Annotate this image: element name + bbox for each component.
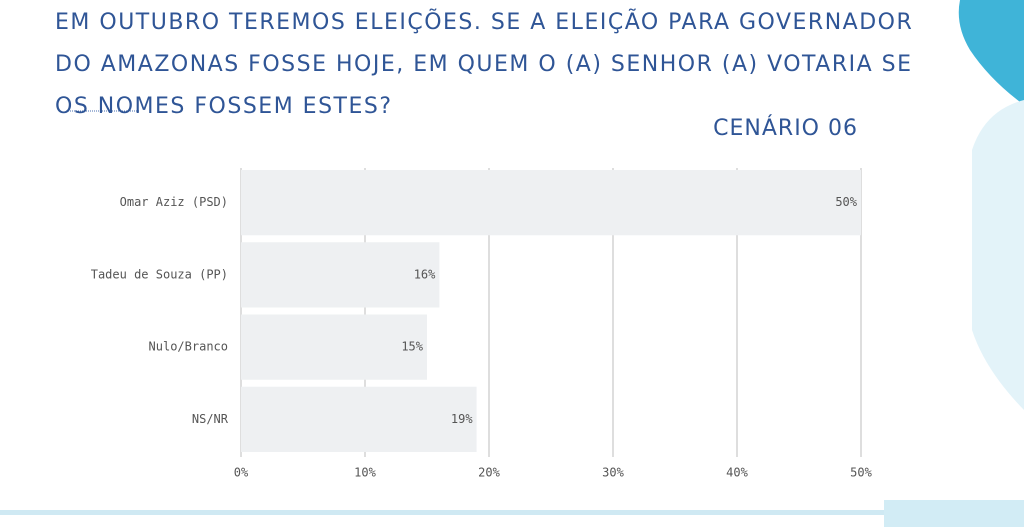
bar <box>241 386 477 452</box>
bar <box>241 170 861 236</box>
x-tick-label: 50% <box>850 466 872 480</box>
plot: 50% Omar Aziz (PSD) 16% Tadeu de Souza (PP)… <box>91 168 873 480</box>
x-tick-label: 0% <box>234 466 249 480</box>
x-tick-label: 40% <box>726 466 748 480</box>
x-tick-label: 30% <box>602 466 624 480</box>
y-tick-label: NS/NR <box>192 412 229 426</box>
chart-subtitle: CENÁRIO 06 <box>713 116 858 141</box>
decoration <box>958 0 1024 105</box>
x-tick-label: 10% <box>354 466 376 480</box>
bar <box>241 314 427 380</box>
decoration <box>0 510 970 515</box>
y-tick-label: Omar Aziz (PSD) <box>120 195 228 209</box>
value-label: 16% <box>414 267 436 281</box>
decoration <box>884 500 1024 527</box>
value-label: 15% <box>401 340 423 354</box>
value-label: 19% <box>451 412 473 426</box>
value-label: 50% <box>835 195 857 209</box>
chart-title: EM OUTUBRO TEREMOS ELEIÇÕES. SE A ELEIÇÃ… <box>55 10 914 119</box>
bar <box>241 242 440 308</box>
y-tick-label: Nulo/Branco <box>149 340 228 354</box>
x-tick-label: 20% <box>478 466 500 480</box>
decoration <box>972 100 1024 410</box>
y-tick-label: Tadeu de Souza (PP) <box>91 267 228 281</box>
